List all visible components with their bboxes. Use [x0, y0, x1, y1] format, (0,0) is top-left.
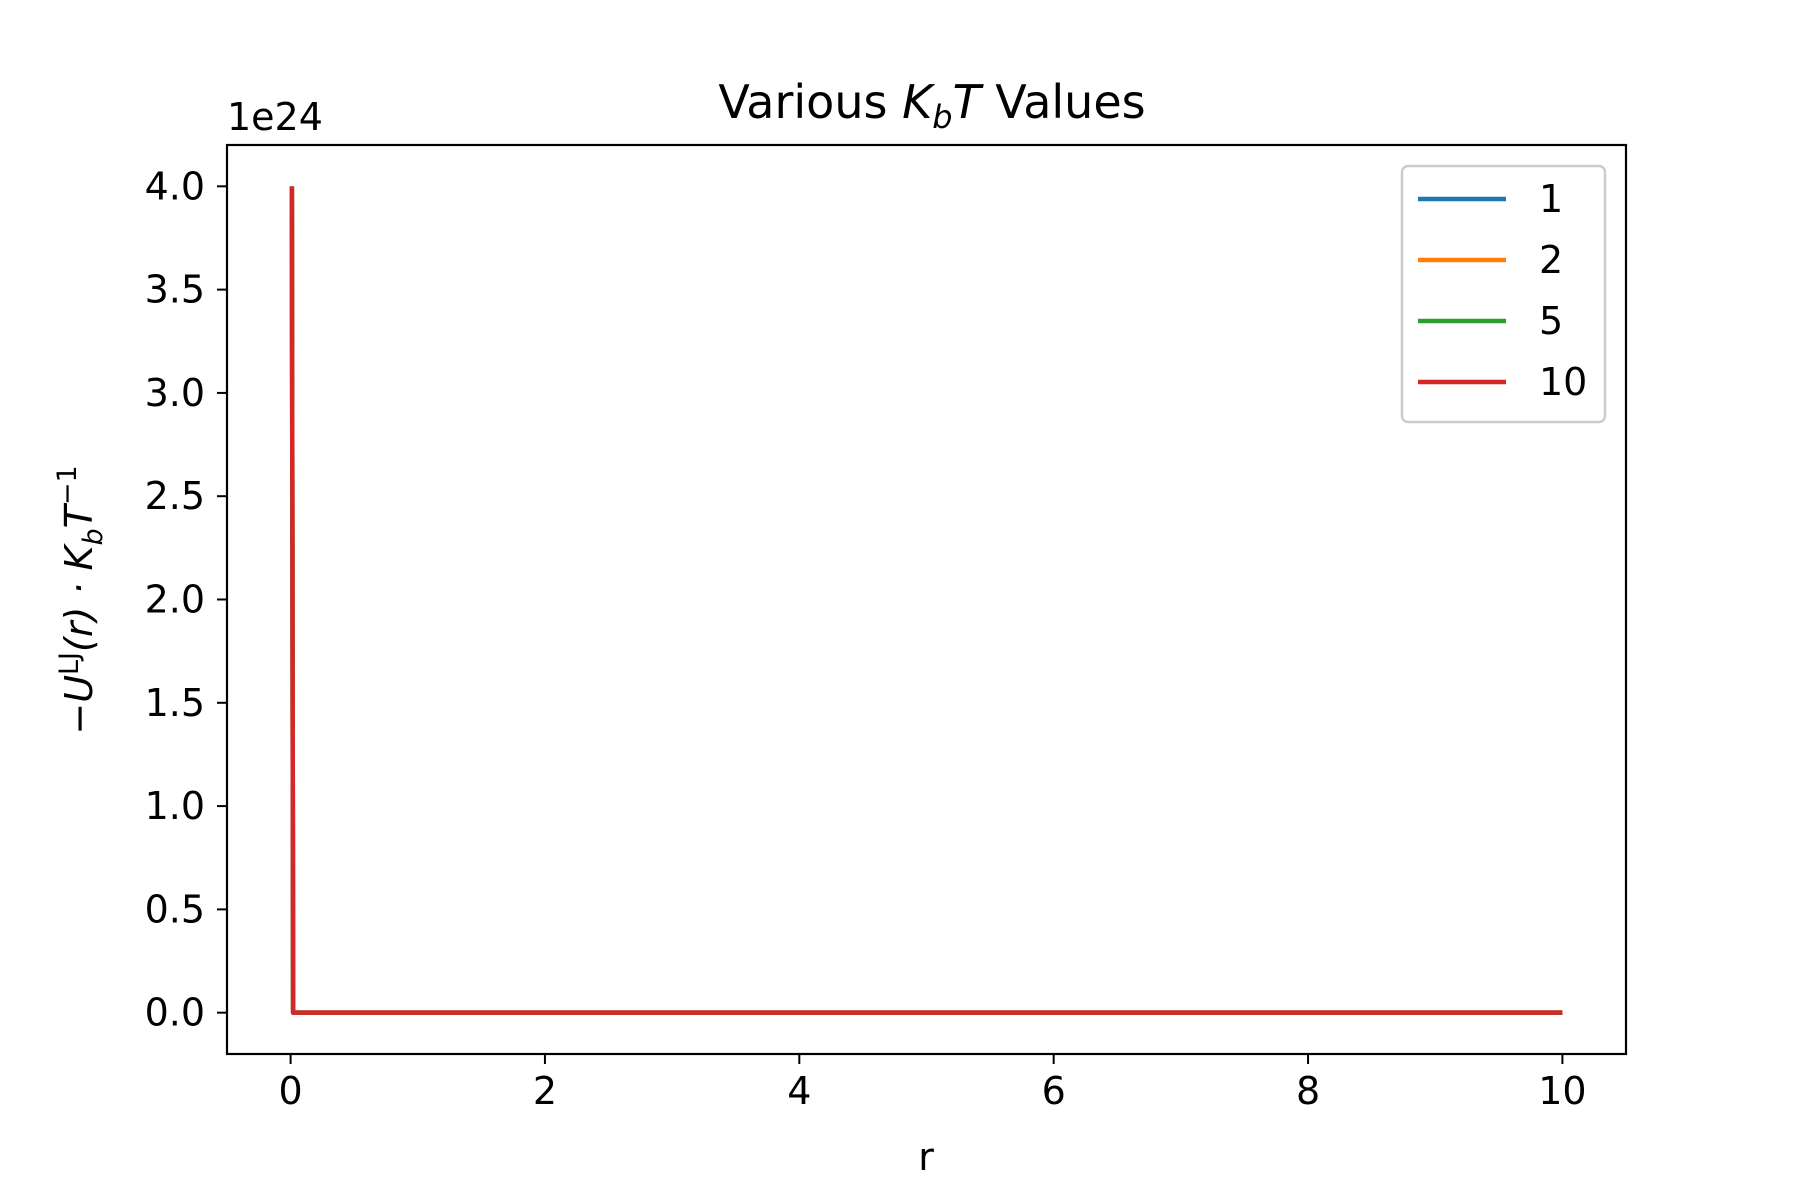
y-tick-label: 0.5 — [145, 887, 205, 931]
y-tick-label: 2.0 — [145, 578, 205, 622]
y-offset-label: 1e24 — [227, 95, 323, 139]
series-line-2 — [289, 186, 1563, 1015]
series-layer — [289, 186, 1563, 1015]
legend-label-2: 2 — [1539, 238, 1563, 282]
legend: 1 2 5 10 — [1400, 164, 1607, 424]
y-tick-label: 0.0 — [145, 991, 205, 1035]
legend-label-1: 1 — [1539, 177, 1563, 221]
x-axis: 0 2 4 6 8 10 — [278, 1054, 1587, 1113]
y-axis-label: −ULJ(r) · KbT−1 — [52, 465, 109, 734]
series-line-1 — [289, 186, 1563, 1015]
chart-title: Various KbT Values — [718, 75, 1145, 136]
x-tick-label: 0 — [278, 1069, 302, 1113]
legend-label-10: 10 — [1539, 360, 1587, 404]
legend-label-5: 5 — [1539, 299, 1563, 343]
y-tick-label: 3.0 — [145, 371, 205, 415]
x-axis-label: r — [918, 1135, 934, 1179]
y-tick-label: 2.5 — [145, 474, 205, 518]
legend-box — [1400, 164, 1607, 424]
y-tick-label: 1.0 — [145, 784, 205, 828]
y-axis: 0.0 0.5 1.0 1.5 2.0 2.5 3.0 3.5 4.0 — [145, 164, 227, 1035]
y-tick-label: 3.5 — [145, 268, 205, 312]
x-tick-label: 8 — [1296, 1069, 1320, 1113]
series-line-10 — [289, 186, 1563, 1015]
x-tick-label: 4 — [787, 1069, 811, 1113]
y-tick-label: 4.0 — [145, 164, 205, 208]
x-tick-label: 6 — [1042, 1069, 1066, 1113]
x-tick-label: 10 — [1538, 1069, 1586, 1113]
y-tick-label: 1.5 — [145, 681, 205, 725]
x-tick-label: 2 — [533, 1069, 557, 1113]
series-line-5 — [289, 186, 1563, 1015]
